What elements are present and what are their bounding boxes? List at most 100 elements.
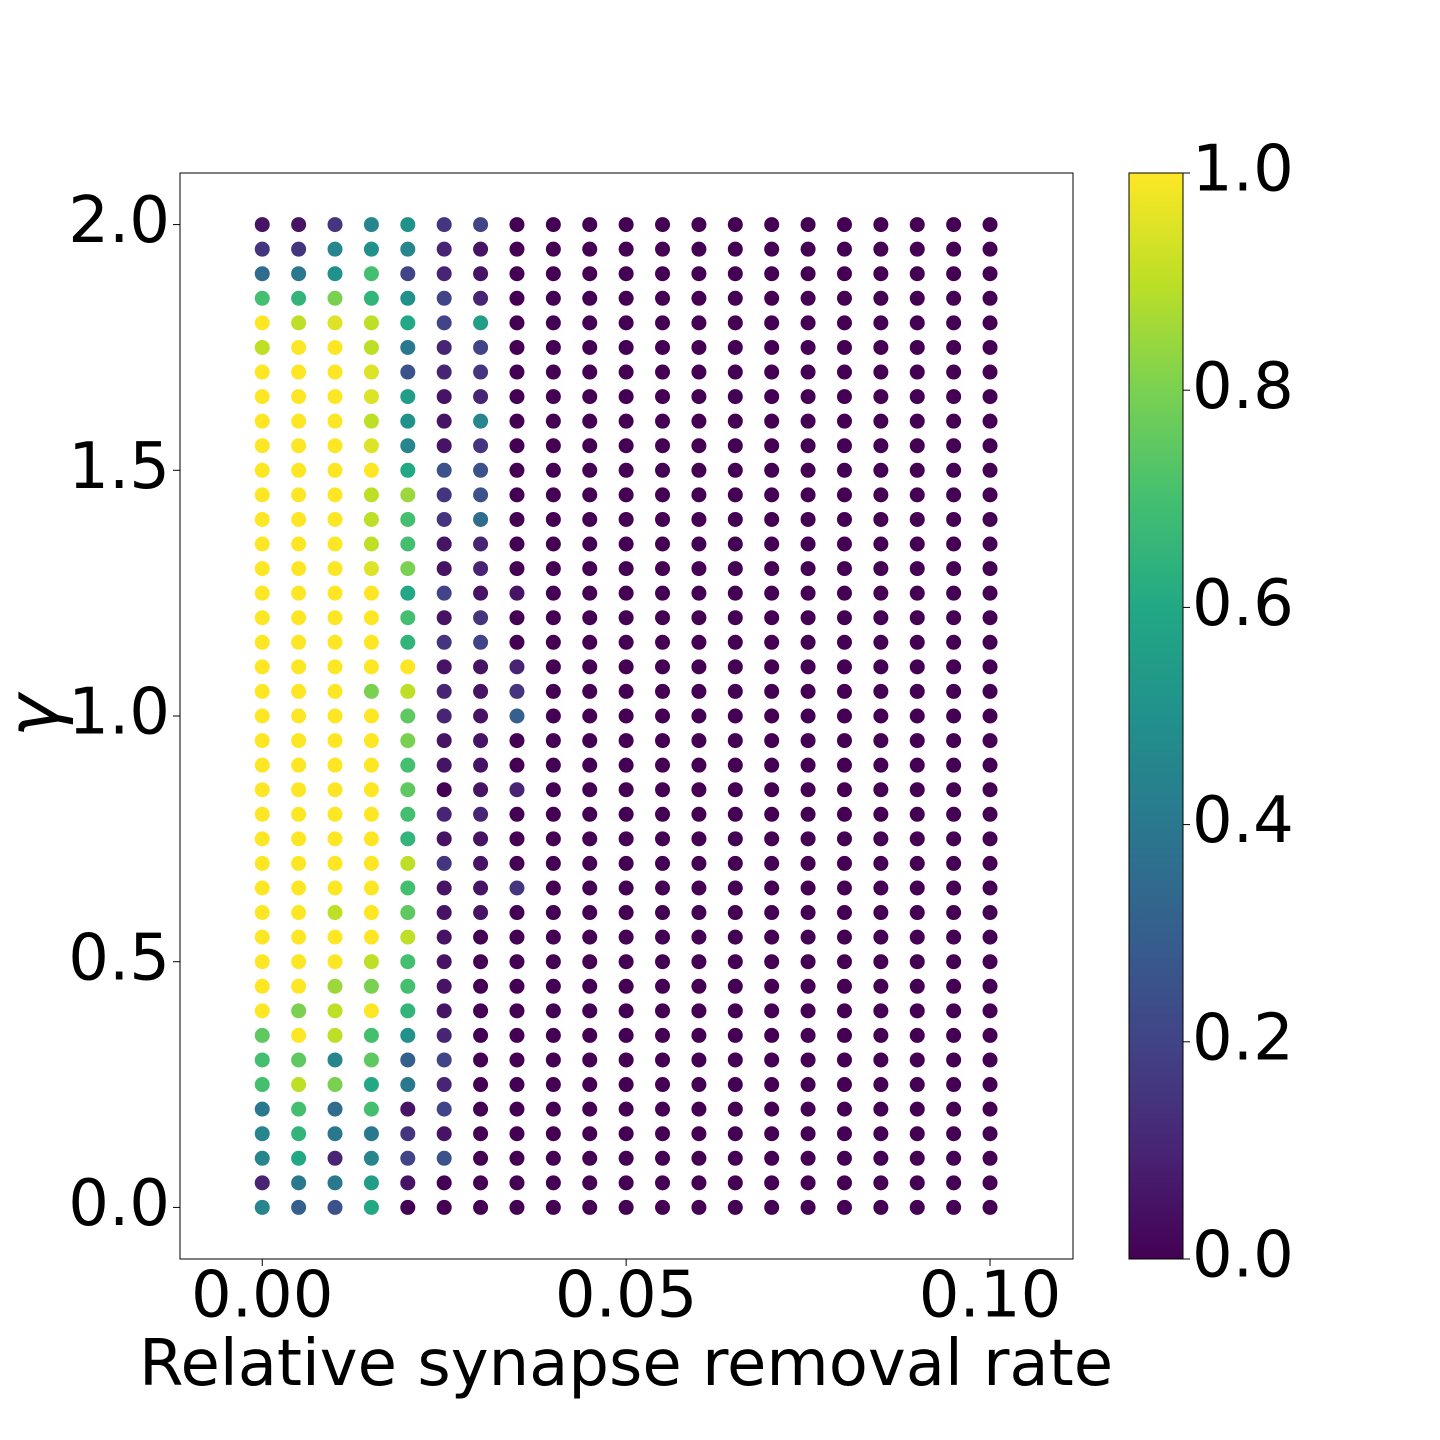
- point: [764, 585, 780, 601]
- point: [691, 978, 707, 994]
- point: [618, 1199, 634, 1215]
- point: [836, 511, 852, 527]
- point: [291, 315, 307, 331]
- point: [291, 561, 307, 577]
- point: [982, 1126, 998, 1142]
- point: [254, 266, 270, 282]
- point: [291, 610, 307, 626]
- point: [727, 339, 743, 355]
- point: [618, 462, 634, 478]
- point: [764, 978, 780, 994]
- point: [291, 217, 307, 233]
- point: [509, 733, 525, 749]
- point: [764, 290, 780, 306]
- point: [436, 315, 452, 331]
- point: [946, 880, 962, 896]
- point: [691, 806, 707, 822]
- point: [873, 683, 889, 699]
- point: [436, 585, 452, 601]
- point: [836, 1150, 852, 1166]
- point: [545, 905, 561, 921]
- point: [873, 561, 889, 577]
- point: [363, 413, 379, 429]
- point: [946, 978, 962, 994]
- point: [764, 364, 780, 380]
- point: [582, 217, 598, 233]
- point: [363, 1126, 379, 1142]
- point: [800, 241, 816, 257]
- point: [545, 339, 561, 355]
- point: [909, 1027, 925, 1043]
- point: [400, 1003, 416, 1019]
- point: [727, 290, 743, 306]
- point: [836, 241, 852, 257]
- point: [509, 855, 525, 871]
- point: [764, 462, 780, 478]
- point: [873, 438, 889, 454]
- point: [509, 364, 525, 380]
- point: [327, 905, 343, 921]
- point: [582, 659, 598, 675]
- point: [764, 487, 780, 503]
- point: [946, 487, 962, 503]
- point: [436, 487, 452, 503]
- point: [618, 1150, 634, 1166]
- point: [363, 880, 379, 896]
- point: [254, 634, 270, 650]
- point: [873, 1077, 889, 1093]
- point: [254, 536, 270, 552]
- point: [727, 782, 743, 798]
- point: [982, 782, 998, 798]
- point: [327, 954, 343, 970]
- point: [473, 561, 489, 577]
- point: [873, 389, 889, 405]
- point: [509, 1175, 525, 1191]
- point: [873, 954, 889, 970]
- point: [655, 1027, 671, 1043]
- point: [982, 536, 998, 552]
- point: [254, 585, 270, 601]
- point: [363, 683, 379, 699]
- point: [291, 266, 307, 282]
- point: [982, 757, 998, 773]
- point: [291, 1150, 307, 1166]
- point: [509, 511, 525, 527]
- point: [473, 462, 489, 478]
- point: [909, 880, 925, 896]
- point: [982, 389, 998, 405]
- point: [691, 438, 707, 454]
- point: [618, 1175, 634, 1191]
- point: [946, 610, 962, 626]
- point: [291, 978, 307, 994]
- colorbar-tick-label: 0.8: [1192, 350, 1294, 424]
- point: [545, 855, 561, 871]
- point: [764, 782, 780, 798]
- point: [655, 683, 671, 699]
- point: [582, 1101, 598, 1117]
- y-tick-label: 0.5: [68, 921, 170, 995]
- point: [582, 1199, 598, 1215]
- point: [291, 905, 307, 921]
- point: [691, 905, 707, 921]
- point: [618, 536, 634, 552]
- point: [727, 978, 743, 994]
- point: [655, 1126, 671, 1142]
- point: [400, 339, 416, 355]
- point: [873, 462, 889, 478]
- point: [509, 708, 525, 724]
- point: [363, 389, 379, 405]
- point: [363, 1027, 379, 1043]
- point: [800, 536, 816, 552]
- point: [691, 1003, 707, 1019]
- point: [473, 1027, 489, 1043]
- point: [473, 536, 489, 552]
- point: [909, 339, 925, 355]
- point: [946, 1150, 962, 1166]
- point: [545, 1150, 561, 1166]
- point: [946, 757, 962, 773]
- point: [545, 659, 561, 675]
- point: [764, 1027, 780, 1043]
- point: [436, 1003, 452, 1019]
- point: [982, 855, 998, 871]
- point: [909, 929, 925, 945]
